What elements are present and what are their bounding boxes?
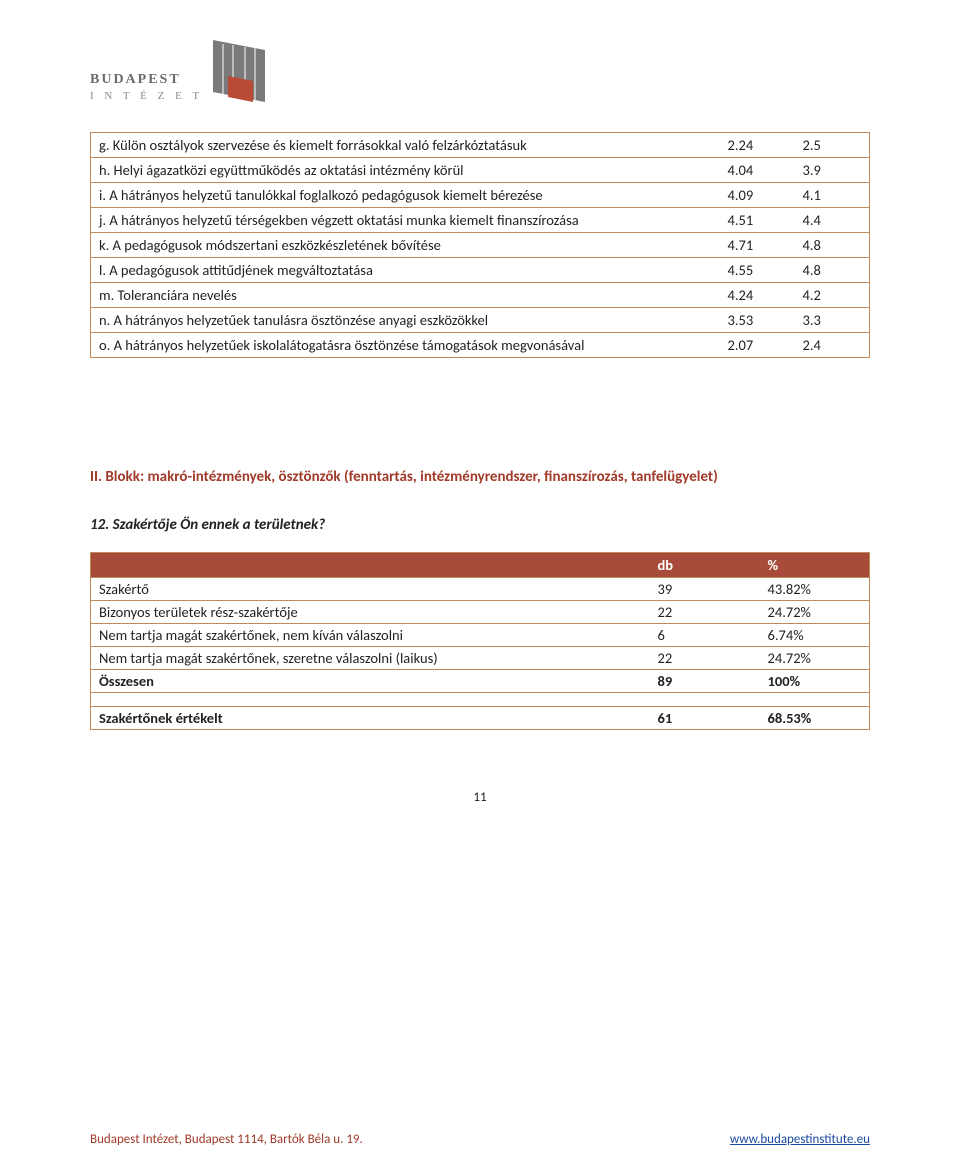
table1-cell-v2: 2.4 [795,333,870,358]
question-12: 12. Szakértője Ön ennek a területnek? [90,516,870,534]
table1-cell-label: n. A hátrányos helyzetűek tanulásra öszt… [91,308,720,333]
table2-cell-label: Nem tartja magát szakértőnek, szeretne v… [91,647,650,670]
table2-cell-label: Nem tartja magát szakértőnek, nem kíván … [91,624,650,647]
table1-cell-v2: 4.8 [795,258,870,283]
logo: BUDAPEST I N T É Z E T [90,40,870,102]
table1-cell-label: o. A hátrányos helyzetűek iskolalátogatá… [91,333,720,358]
table-row: j. A hátrányos helyzetű térségekben végz… [91,208,870,233]
table-row: Összesen89100% [91,670,870,693]
footer-url[interactable]: www.budapestinstitute.eu [730,1132,870,1147]
logo-text: BUDAPEST I N T É Z E T [90,72,203,102]
table1-cell-label: m. Toleranciára nevelés [91,283,720,308]
table2-cell-pct: 43.82% [760,578,870,601]
table2-cell-db: 22 [650,647,760,670]
table2-cell-label: Összesen [91,670,650,693]
table1-cell-v1: 3.53 [720,308,795,333]
table1-cell-v1: 4.71 [720,233,795,258]
table1-cell-label: g. Külön osztályok szervezése és kiemelt… [91,133,720,158]
table1-cell-v1: 2.07 [720,333,795,358]
table-row: h. Helyi ágazatközi együttműködés az okt… [91,158,870,183]
table1-cell-label: h. Helyi ágazatközi együttműködés az okt… [91,158,720,183]
table2-cell-db: 6 [650,624,760,647]
table2-summary-pct: 68.53% [760,707,870,730]
table2: db % Szakértő3943.82%Bizonyos területek … [90,552,870,730]
table2-col-pct: % [760,553,870,578]
table2-cell-db: 22 [650,601,760,624]
table-row: o. A hátrányos helyzetűek iskolalátogatá… [91,333,870,358]
table-row: Szakértő3943.82% [91,578,870,601]
table1-cell-v1: 4.04 [720,158,795,183]
table1-cell-v1: 2.24 [720,133,795,158]
table2-summary-label: Szakértőnek értékelt [91,707,650,730]
table1-cell-v2: 4.1 [795,183,870,208]
table1-cell-v1: 4.09 [720,183,795,208]
table1-cell-v2: 4.4 [795,208,870,233]
table2-summary-db: 61 [650,707,760,730]
table2-cell-db: 39 [650,578,760,601]
table2-cell-db: 89 [650,670,760,693]
table2-col-db: db [650,553,760,578]
footer-address: Budapest Intézet, Budapest 1114, Bartók … [90,1132,363,1147]
table1-cell-v2: 4.2 [795,283,870,308]
table1-cell-v2: 3.3 [795,308,870,333]
table1-cell-label: j. A hátrányos helyzetű térségekben végz… [91,208,720,233]
table-row: Nem tartja magát szakértőnek, nem kíván … [91,624,870,647]
table2-cell-label: Bizonyos területek rész-szakértője [91,601,650,624]
table-row: g. Külön osztályok szervezése és kiemelt… [91,133,870,158]
table-row: n. A hátrányos helyzetűek tanulásra öszt… [91,308,870,333]
table2-cell-pct: 6.74% [760,624,870,647]
block-heading: II. Blokk: makró-intézmények, ösztönzők … [90,468,870,486]
page-number: 11 [90,790,870,805]
table2-cell-label: Szakértő [91,578,650,601]
table-row: l. A pedagógusok attitűdjének megváltozt… [91,258,870,283]
table2-cell-pct: 24.72% [760,647,870,670]
table2-col-empty [91,553,650,578]
footer: Budapest Intézet, Budapest 1114, Bartók … [90,1132,870,1147]
table2-spacer [91,693,870,707]
table1-cell-label: l. A pedagógusok attitűdjének megváltozt… [91,258,720,283]
table1-cell-v1: 4.51 [720,208,795,233]
table-row: i. A hátrányos helyzetű tanulókkal fogla… [91,183,870,208]
logo-icon [213,40,265,102]
logo-line2: I N T É Z E T [90,90,203,102]
table2-cell-pct: 100% [760,670,870,693]
table2-cell-pct: 24.72% [760,601,870,624]
table-row: k. A pedagógusok módszertani eszközkészl… [91,233,870,258]
table1-cell-v2: 4.8 [795,233,870,258]
table1-cell-v1: 4.55 [720,258,795,283]
table1-cell-v2: 3.9 [795,158,870,183]
table-row: Nem tartja magát szakértőnek, szeretne v… [91,647,870,670]
table-row: m. Toleranciára nevelés4.244.2 [91,283,870,308]
logo-line1: BUDAPEST [90,72,203,88]
table1-cell-label: i. A hátrányos helyzetű tanulókkal fogla… [91,183,720,208]
table1-cell-v1: 4.24 [720,283,795,308]
table-row: Bizonyos területek rész-szakértője2224.7… [91,601,870,624]
table1: g. Külön osztályok szervezése és kiemelt… [90,132,870,358]
table2-summary-row: Szakértőnek értékelt6168.53% [91,707,870,730]
table1-cell-label: k. A pedagógusok módszertani eszközkészl… [91,233,720,258]
table1-cell-v2: 2.5 [795,133,870,158]
